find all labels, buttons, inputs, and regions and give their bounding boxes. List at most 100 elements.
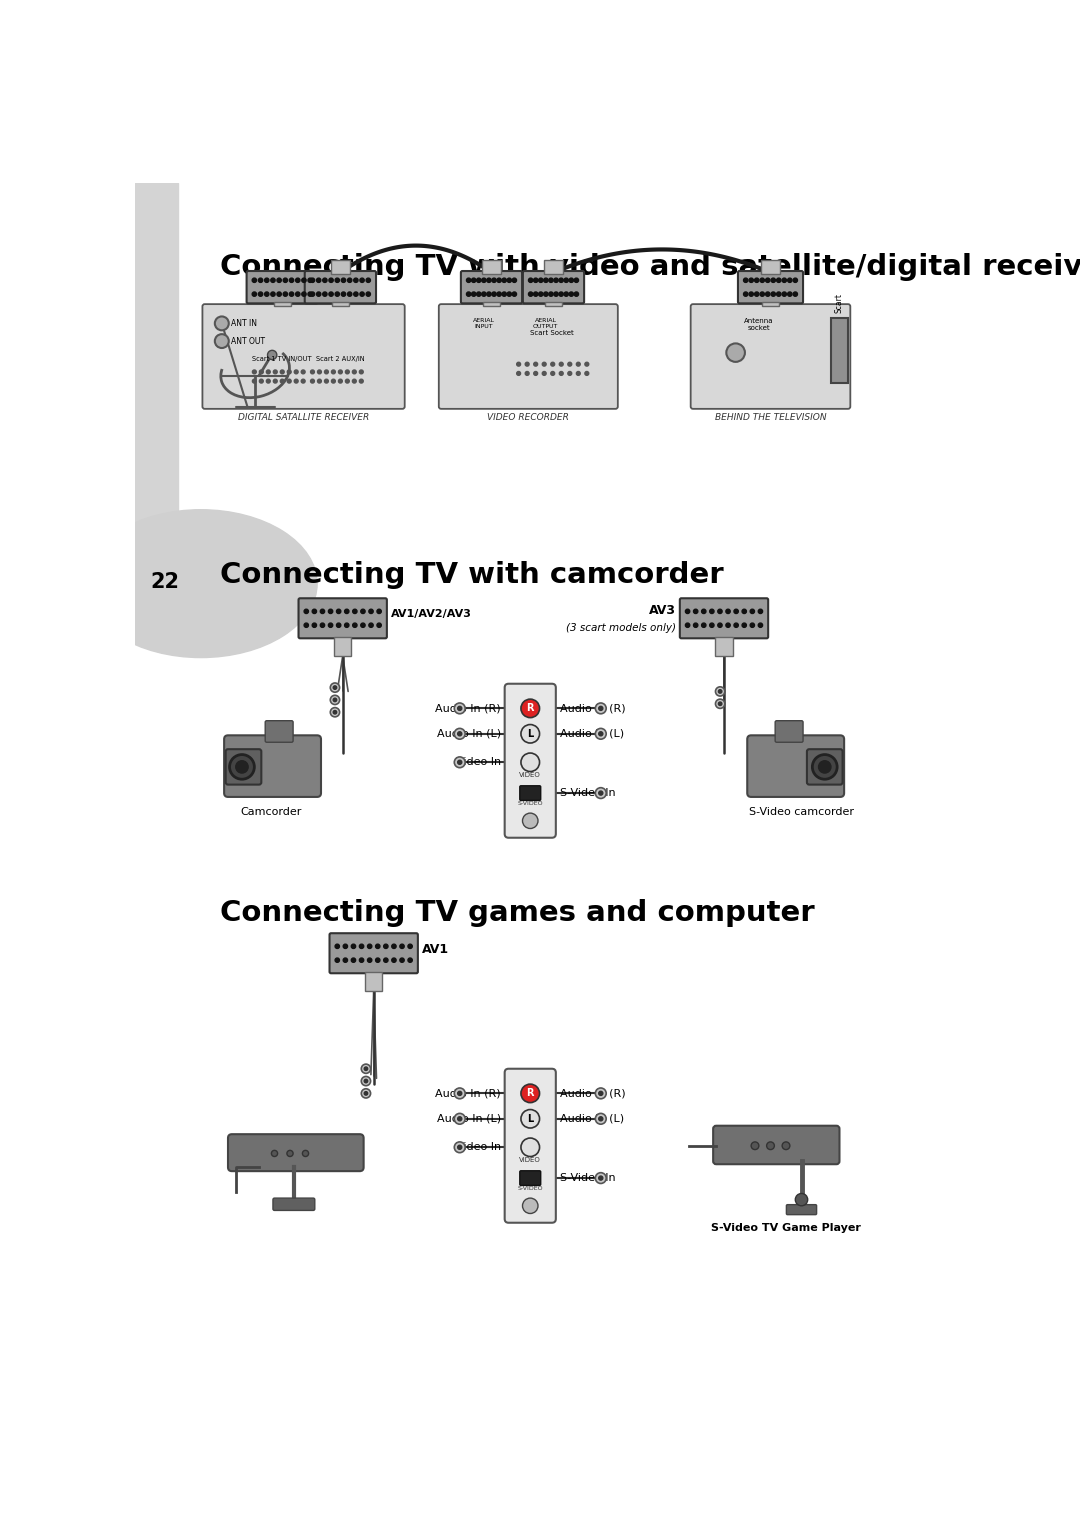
Circle shape [512, 292, 516, 296]
Circle shape [755, 292, 759, 296]
Circle shape [362, 1089, 370, 1098]
Text: Connecting TV with video and satellite/digital receiver: Connecting TV with video and satellite/d… [220, 252, 1080, 281]
FancyBboxPatch shape [329, 933, 418, 973]
Circle shape [742, 609, 746, 614]
Circle shape [354, 292, 359, 296]
Circle shape [523, 812, 538, 829]
Circle shape [369, 609, 374, 614]
Circle shape [360, 292, 364, 296]
Circle shape [335, 278, 339, 282]
Circle shape [271, 1150, 278, 1156]
Circle shape [311, 370, 314, 374]
Circle shape [408, 944, 413, 948]
FancyBboxPatch shape [504, 684, 556, 838]
Circle shape [287, 1150, 293, 1156]
Circle shape [352, 370, 356, 374]
FancyBboxPatch shape [807, 750, 842, 785]
Circle shape [321, 609, 325, 614]
Circle shape [310, 278, 314, 282]
Circle shape [283, 278, 287, 282]
Circle shape [364, 1080, 367, 1083]
Circle shape [734, 609, 739, 614]
Circle shape [230, 754, 255, 779]
Circle shape [281, 370, 284, 374]
Circle shape [281, 379, 284, 383]
Bar [273, 302, 291, 307]
Circle shape [318, 370, 322, 374]
Circle shape [777, 278, 781, 282]
Circle shape [787, 292, 792, 296]
Circle shape [265, 278, 269, 282]
Circle shape [598, 1176, 603, 1180]
Circle shape [782, 292, 786, 296]
Circle shape [455, 1089, 465, 1099]
Circle shape [455, 1113, 465, 1124]
Text: R: R [527, 704, 534, 713]
Circle shape [543, 292, 548, 296]
Circle shape [472, 278, 476, 282]
Circle shape [273, 379, 278, 383]
FancyBboxPatch shape [679, 599, 768, 638]
Circle shape [568, 371, 571, 376]
Circle shape [467, 278, 471, 282]
Circle shape [455, 757, 465, 768]
Circle shape [273, 370, 278, 374]
Circle shape [360, 944, 364, 948]
Text: VIDEO: VIDEO [519, 773, 541, 779]
FancyBboxPatch shape [775, 721, 804, 742]
FancyBboxPatch shape [225, 736, 321, 797]
Circle shape [296, 292, 300, 296]
Circle shape [276, 278, 281, 282]
Circle shape [564, 292, 568, 296]
Text: BEHIND THE TELEVISION: BEHIND THE TELEVISION [715, 412, 826, 421]
Circle shape [502, 278, 507, 282]
FancyBboxPatch shape [226, 750, 261, 785]
Circle shape [296, 278, 300, 282]
Circle shape [366, 278, 370, 282]
Circle shape [361, 609, 365, 614]
Circle shape [323, 278, 327, 282]
FancyBboxPatch shape [523, 270, 584, 304]
Text: L: L [527, 1113, 534, 1124]
Circle shape [458, 1145, 462, 1150]
Circle shape [455, 728, 465, 739]
Circle shape [276, 292, 281, 296]
Circle shape [559, 371, 563, 376]
Circle shape [575, 292, 579, 296]
Circle shape [702, 623, 706, 628]
Circle shape [400, 957, 404, 962]
Circle shape [324, 379, 328, 383]
Circle shape [323, 292, 327, 296]
Text: Video In: Video In [456, 757, 501, 767]
Text: DIGITAL SATALLITE RECEIVER: DIGITAL SATALLITE RECEIVER [238, 412, 369, 421]
Circle shape [686, 623, 690, 628]
Circle shape [521, 753, 540, 771]
Circle shape [341, 292, 346, 296]
Bar [761, 260, 780, 275]
Circle shape [400, 944, 404, 948]
Circle shape [771, 292, 775, 296]
Circle shape [523, 1199, 538, 1214]
Circle shape [543, 278, 548, 282]
Circle shape [316, 278, 321, 282]
FancyBboxPatch shape [438, 304, 618, 409]
Circle shape [361, 623, 365, 628]
Circle shape [521, 724, 540, 744]
Circle shape [568, 362, 571, 366]
Circle shape [782, 278, 786, 282]
Circle shape [551, 371, 555, 376]
Bar [545, 302, 562, 307]
Circle shape [330, 707, 339, 716]
Circle shape [337, 609, 341, 614]
Circle shape [793, 292, 797, 296]
Circle shape [539, 278, 543, 282]
Circle shape [305, 609, 309, 614]
Circle shape [305, 623, 309, 628]
Circle shape [351, 944, 355, 948]
Circle shape [215, 316, 229, 330]
Circle shape [516, 371, 521, 376]
Bar [334, 637, 351, 657]
Circle shape [595, 1173, 606, 1183]
Circle shape [268, 350, 276, 359]
Circle shape [458, 760, 462, 765]
